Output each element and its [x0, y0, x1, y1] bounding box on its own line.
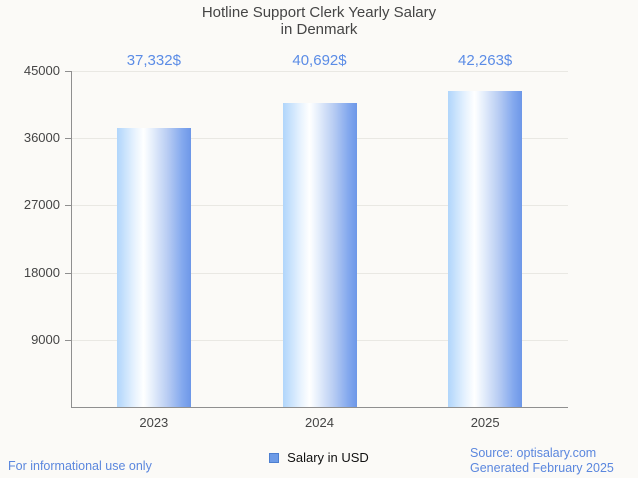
x-tick-label: 2023	[139, 415, 169, 430]
gridline	[71, 71, 568, 72]
y-axis-tick	[65, 339, 71, 341]
bar-value-label: 40,692$	[292, 52, 347, 69]
y-axis-tick	[65, 272, 71, 274]
y-axis-tick	[65, 205, 71, 207]
bar-2025	[448, 91, 523, 407]
bar-2024	[282, 103, 357, 407]
legend-swatch-icon	[269, 452, 280, 463]
chart-title: Hotline Support Clerk Yearly Salary in D…	[0, 4, 638, 38]
source-block: Source: optisalary.com Generated Februar…	[470, 446, 614, 476]
bar-value-label: 42,263$	[458, 52, 513, 69]
legend-label: Salary in USD	[287, 450, 369, 465]
chart-title-line2: in Denmark	[280, 21, 358, 38]
generated-text: Generated February 2025	[470, 461, 614, 475]
bar-2023	[116, 128, 191, 407]
y-tick-label: 27000	[23, 197, 60, 213]
x-axis-line	[71, 407, 568, 408]
y-tick-label: 9000	[31, 331, 60, 347]
y-axis-tick	[65, 138, 71, 140]
bar-value-label: 37,332$	[126, 52, 181, 69]
chart-title-line1: Hotline Support Clerk Yearly Salary	[201, 4, 437, 21]
x-tick-label: 2025	[470, 415, 500, 430]
legend: Salary in USD	[0, 450, 638, 465]
y-tick-label: 18000	[23, 264, 60, 280]
y-axis-line	[71, 71, 72, 407]
x-tick-label: 2024	[305, 415, 334, 430]
y-tick-label: 45000	[23, 63, 60, 78]
y-axis-tick	[65, 71, 71, 72]
source-text: Source: optisalary.com	[470, 446, 597, 460]
y-tick-label: 36000	[23, 130, 60, 146]
disclaimer-text: For informational use only	[8, 459, 152, 473]
